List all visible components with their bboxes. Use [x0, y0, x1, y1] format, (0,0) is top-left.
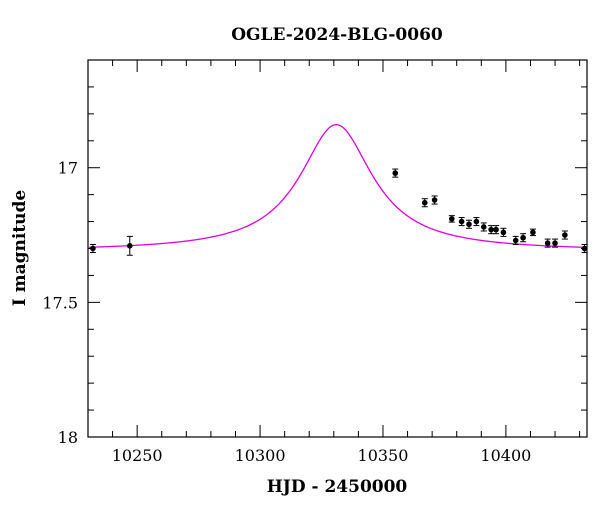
- x-axis-label: HJD - 2450000: [267, 477, 408, 497]
- data-point: [126, 235, 133, 256]
- tick-labels: 10250 10300 10350 10400 17 17.5 18: [42, 159, 531, 465]
- data-point: [466, 219, 473, 229]
- y-tick-label: 17.5: [42, 293, 78, 312]
- y-tick-label: 18: [58, 428, 78, 447]
- data-marker: [90, 245, 96, 252]
- x-tick-label: 10250: [112, 446, 163, 465]
- data-marker: [493, 226, 499, 233]
- y-tick-label: 17: [58, 159, 78, 178]
- data-marker: [126, 243, 133, 249]
- data-marker: [500, 229, 507, 236]
- data-point: [520, 233, 527, 243]
- data-marker: [512, 237, 519, 244]
- data-marker: [458, 218, 465, 225]
- data-point: [544, 238, 551, 248]
- data-marker: [520, 234, 526, 241]
- data-marker: [421, 199, 428, 206]
- data-point: [488, 225, 495, 235]
- plot-frame: [87, 59, 588, 438]
- data-point: [473, 217, 480, 227]
- data-point: [493, 225, 500, 235]
- data-point: [392, 168, 399, 178]
- data-point: [89, 243, 96, 254]
- data-point: [552, 238, 559, 248]
- data-point: [529, 228, 536, 237]
- axis-ticks: [87, 59, 587, 438]
- data-marker: [466, 221, 472, 228]
- data-point: [512, 235, 519, 245]
- data-point: [561, 230, 568, 240]
- data-point: [458, 217, 465, 227]
- data-marker: [488, 226, 494, 233]
- data-marker: [449, 216, 455, 222]
- data-point: [448, 215, 455, 223]
- plot-area: [87, 59, 588, 438]
- x-tick-label: 10350: [358, 446, 409, 465]
- data-marker: [480, 224, 487, 230]
- data-marker: [544, 240, 551, 246]
- data-marker: [473, 218, 480, 225]
- chart-title: OGLE-2024-BLG-0060: [231, 25, 443, 45]
- data-marker: [581, 245, 588, 252]
- data-point: [431, 195, 438, 205]
- data-marker: [392, 170, 399, 176]
- x-tick-label: 10300: [235, 446, 286, 465]
- data-point: [480, 222, 487, 232]
- x-tick-label: 10400: [480, 446, 531, 465]
- model-fit-curve: [87, 123, 588, 249]
- data-marker: [530, 229, 536, 236]
- data-marker: [562, 232, 568, 238]
- data-point: [581, 243, 588, 254]
- data-marker: [431, 197, 438, 203]
- data-marker: [552, 240, 558, 246]
- data-point: [500, 227, 507, 237]
- data-point: [421, 198, 428, 208]
- data-points: [89, 168, 588, 256]
- y-axis-label: I magnitude: [10, 190, 30, 307]
